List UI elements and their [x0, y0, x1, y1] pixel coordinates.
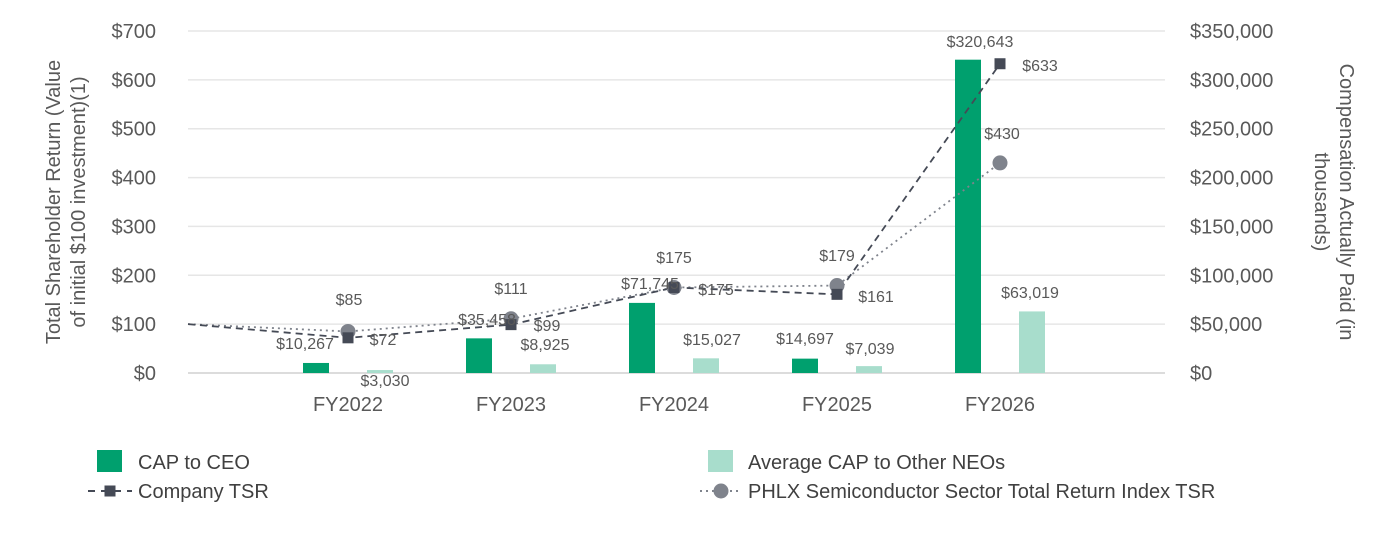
legend-label-company-tsr: Company TSR: [138, 481, 269, 503]
bar-cap-to-ceo: [629, 302, 655, 373]
right-axis-ticks: $0 $50,000 $100,000 $150,000 $200,000 $250,00…: [1190, 21, 1273, 385]
right-tick-label: $350,000: [1190, 21, 1273, 43]
left-tick-label: $200: [112, 265, 157, 287]
marker-company-tsr: [831, 288, 843, 300]
category-label: FY2025: [802, 394, 872, 416]
data-label-company-tsr: $633: [1022, 58, 1058, 75]
legend-label-cap-to-ceo: CAP to CEO: [138, 452, 250, 474]
data-label-phlx-tsr: $175: [656, 250, 692, 267]
category-label: FY2023: [476, 394, 546, 416]
data-label-cap-to-ceo: $320,643: [947, 34, 1014, 51]
left-tick-label: $300: [112, 216, 157, 238]
marker-company-tsr: [668, 282, 680, 293]
bar-avg-cap-neos: [693, 358, 719, 373]
data-label-avg-cap-neos: $15,027: [683, 332, 741, 349]
legend-label-phlx-tsr: PHLX Semiconductor Sector Total Return I…: [748, 481, 1215, 503]
data-label-cap-to-ceo: $35,458: [458, 312, 516, 329]
right-axis-title: Compensation Actually Paid (inthousands): [1310, 64, 1357, 341]
left-axis-title: Total Shareholder Return (Value of initia…: [43, 60, 90, 344]
right-tick-label: $300,000: [1190, 70, 1273, 92]
marker-company-tsr: [342, 332, 354, 344]
data-label-cap-to-ceo: $14,697: [776, 331, 834, 348]
bar-avg-cap-neos: [530, 364, 556, 373]
bars: [303, 59, 1045, 374]
left-tick-label: $700: [112, 21, 157, 43]
category-label: FY2026: [965, 394, 1035, 416]
legend: CAP to CEO Average CAP to Other NEOs Compa…: [88, 450, 1215, 503]
data-label-phlx-tsr: $85: [336, 292, 363, 309]
data-label-avg-cap-neos: $7,039: [846, 341, 895, 358]
data-label-phlx-tsr: $179: [819, 248, 855, 265]
line-company-tsr: [187, 63, 1001, 339]
legend-marker-phlx-tsr: [713, 483, 729, 499]
left-axis-title-line: Total Shareholder Return (Value: [43, 60, 65, 344]
right-axis-title-line: thousands): [1310, 153, 1332, 252]
legend-swatch-avg-cap-neos: [708, 450, 733, 472]
bar-cap-to-ceo: [955, 59, 981, 374]
gridlines: [188, 30, 1165, 374]
right-tick-label: $50,000: [1190, 314, 1262, 336]
left-axis-title-text: Total Shareholder Return (Value of initia…: [43, 60, 90, 344]
data-label-company-tsr: $161: [858, 289, 894, 306]
x-axis-ticks: FY2022 FY2023 FY2024 FY2025 FY2026: [313, 394, 1035, 416]
left-axis-ticks: $0 $100 $200 $300 $400 $500 $600 $700: [112, 21, 157, 385]
data-label-company-tsr: $72: [370, 332, 397, 349]
data-label-avg-cap-neos: $3,030: [361, 373, 410, 390]
left-tick-label: $0: [134, 363, 156, 385]
lines: [187, 58, 1008, 344]
right-tick-label: $200,000: [1190, 168, 1273, 190]
left-tick-label: $600: [112, 70, 157, 92]
marker-phlx-tsr: [992, 155, 1008, 171]
bar-cap-to-ceo: [303, 362, 329, 373]
data-labels: $10,267 $35,458 $71,745 $14,697 $320,643 $3,0…: [276, 34, 1059, 390]
right-axis-title-text: Compensation Actually Paid (inthousands): [1310, 64, 1357, 341]
right-tick-label: $150,000: [1190, 216, 1273, 238]
category-label: FY2024: [639, 394, 709, 416]
left-tick-label: $500: [112, 119, 157, 141]
data-label-avg-cap-neos: $8,925: [521, 337, 570, 354]
data-label-cap-to-ceo: $71,745: [621, 276, 679, 293]
marker-company-tsr: [505, 319, 517, 331]
bar-cap-to-ceo: [792, 358, 818, 373]
right-tick-label: $0: [1190, 363, 1212, 385]
right-tick-label: $100,000: [1190, 265, 1273, 287]
bar-cap-to-ceo: [466, 338, 492, 373]
left-tick-label: $100: [112, 314, 157, 336]
right-tick-label: $250,000: [1190, 119, 1273, 141]
marker-company-tsr: [994, 58, 1006, 70]
legend-label-avg-cap-neos: Average CAP to Other NEOs: [748, 452, 1005, 474]
bar-avg-cap-neos: [1019, 311, 1045, 373]
category-label: FY2022: [313, 394, 383, 416]
data-label-company-tsr: $99: [534, 318, 561, 335]
left-tick-label: $400: [112, 168, 157, 190]
right-axis-title-line: Compensation Actually Paid (in: [1335, 64, 1357, 341]
bar-avg-cap-neos: [367, 370, 393, 373]
line-phlx-tsr: [187, 162, 1001, 333]
legend-swatch-cap-to-ceo: [97, 450, 122, 472]
data-label-cap-to-ceo: $10,267: [276, 336, 334, 353]
data-label-company-tsr: $175: [698, 282, 734, 299]
bar-avg-cap-neos: [856, 366, 882, 373]
data-label-phlx-tsr: $111: [494, 281, 527, 298]
data-label-phlx-tsr: $430: [984, 126, 1020, 143]
data-label-avg-cap-neos: $63,019: [1001, 285, 1059, 302]
left-axis-title-line: of initial $100 investment)(1): [68, 76, 90, 327]
legend-marker-company-tsr: [104, 485, 116, 497]
